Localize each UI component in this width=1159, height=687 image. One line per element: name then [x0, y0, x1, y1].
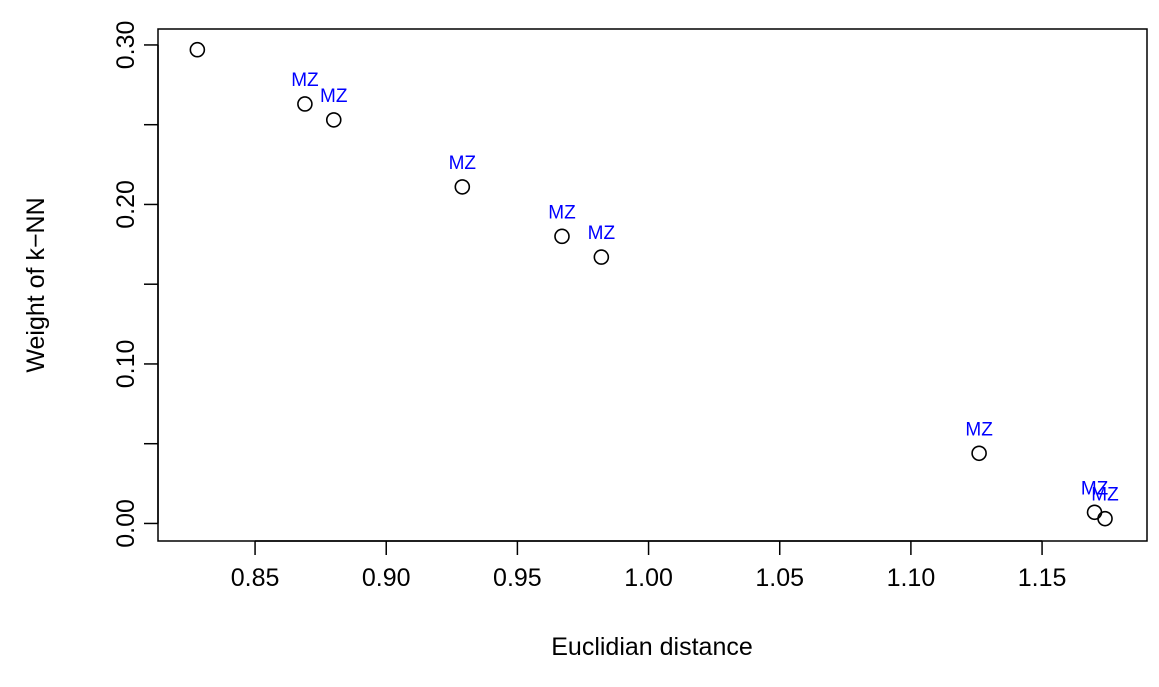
y-tick-label: 0.00: [112, 499, 140, 548]
data-point: [189, 41, 206, 58]
x-tick-label: 1.05: [755, 564, 804, 592]
data-point: [554, 228, 570, 245]
x-axis: 0.85 0.90 0.95 1.00 1.05 1.10 1.15: [231, 540, 1067, 592]
x-tick-label: 1.15: [1018, 564, 1067, 592]
x-axis-title: Euclidian distance: [551, 633, 753, 661]
data-point: [971, 445, 987, 462]
data-point: [1086, 504, 1103, 521]
data-point: [1097, 510, 1113, 527]
x-tick-label: 0.90: [362, 564, 411, 592]
point-label: MZ: [1091, 485, 1119, 506]
y-tick-label: 0.20: [112, 180, 140, 229]
data-point: [593, 249, 610, 265]
y-axis: 0.00 0.10 0.20 0.30: [112, 21, 159, 548]
point-label: MZ: [548, 202, 576, 223]
x-tick-label: 1.10: [887, 564, 936, 592]
x-tick-label: 0.85: [231, 564, 280, 592]
plot-box: [157, 28, 1148, 542]
point-label: MZ: [320, 86, 348, 107]
x-tick-label: 0.95: [493, 564, 542, 592]
y-axis-title: Weight of k−NN: [22, 197, 50, 372]
point-label: MZ: [588, 223, 616, 244]
data-points: [189, 41, 1113, 527]
data-point: [454, 179, 471, 195]
point-label: MZ: [1081, 478, 1109, 499]
data-point: [325, 112, 342, 128]
point-label: MZ: [965, 419, 993, 440]
point-label: MZ: [449, 153, 477, 174]
y-tick-label: 0.30: [112, 21, 140, 70]
y-tick-label: 0.10: [112, 340, 140, 389]
data-point: [297, 96, 313, 112]
point-label: MZ: [291, 70, 319, 91]
x-tick-label: 1.00: [624, 564, 673, 592]
